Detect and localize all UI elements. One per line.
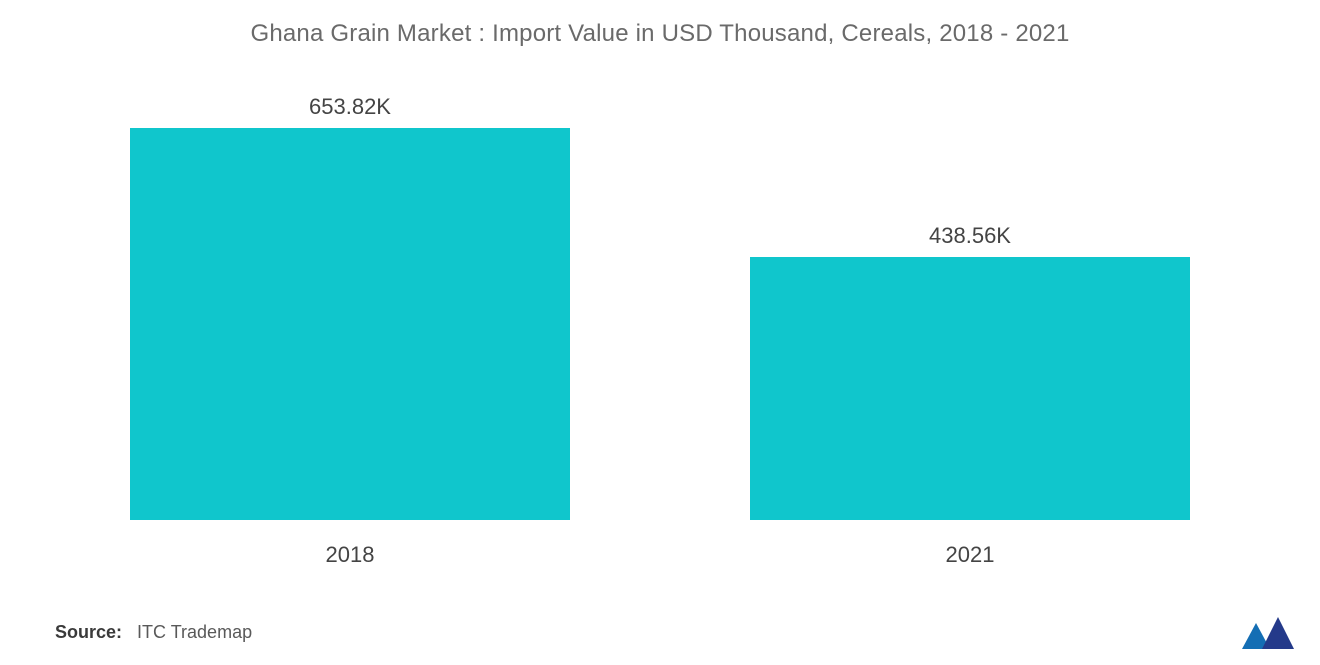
bar-value-label: 438.56K bbox=[750, 223, 1190, 249]
bar-2021: 438.56K bbox=[750, 257, 1190, 520]
mordor-logo-icon bbox=[1240, 615, 1296, 651]
chart-title: Ghana Grain Market : Import Value in USD… bbox=[0, 20, 1320, 48]
x-axis-label: 2021 bbox=[750, 542, 1190, 568]
source-text: ITC Trademap bbox=[137, 622, 252, 642]
bar-rect bbox=[130, 128, 570, 520]
bar-rect bbox=[750, 257, 1190, 520]
bar-2018: 653.82K bbox=[130, 128, 570, 520]
plot-area: 653.82K 2018 438.56K 2021 bbox=[130, 100, 1190, 520]
bar-value-label: 653.82K bbox=[130, 94, 570, 120]
x-axis-label: 2018 bbox=[130, 542, 570, 568]
source-line: Source: ITC Trademap bbox=[55, 622, 252, 643]
source-label: Source: bbox=[55, 622, 122, 642]
